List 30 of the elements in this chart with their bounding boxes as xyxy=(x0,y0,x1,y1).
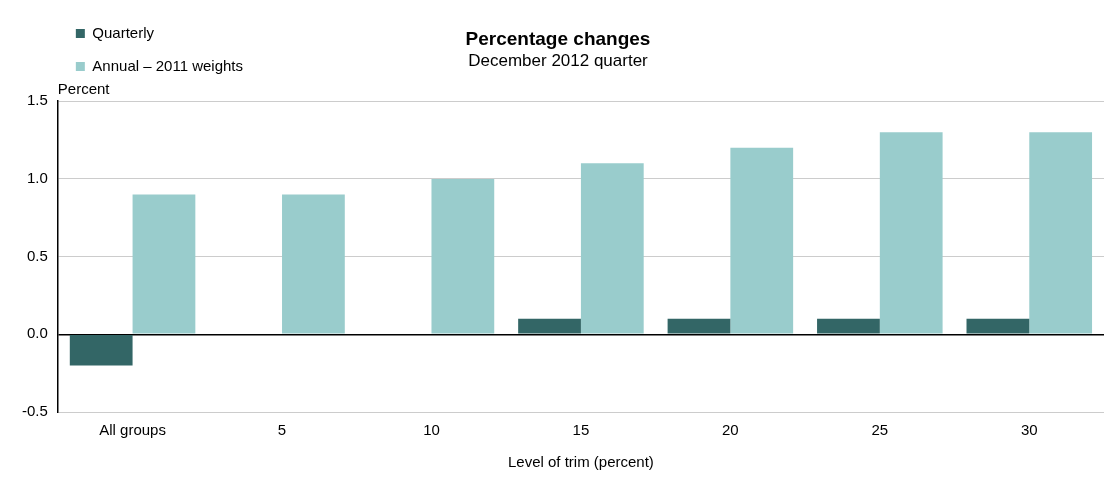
legend-label: Quarterly xyxy=(92,23,155,41)
bar xyxy=(817,318,880,334)
x-tick-label: 15 xyxy=(572,421,590,439)
bar xyxy=(518,318,581,334)
bar xyxy=(879,132,943,334)
y-tick-label: -0.5 xyxy=(21,402,48,420)
x-axis-title: Level of trim (percent) xyxy=(507,453,654,471)
x-tick-label: 30 xyxy=(1020,421,1038,439)
y-tick-label: 1.5 xyxy=(26,91,48,109)
bar xyxy=(1029,132,1093,334)
chart-subtitle: December 2012 quarter xyxy=(468,50,649,70)
x-tick-label: 20 xyxy=(722,421,739,439)
legend-label: Annual – 2011 weights xyxy=(92,56,244,74)
bar xyxy=(667,318,731,334)
bar xyxy=(431,178,495,334)
y-axis-title: Percent xyxy=(57,79,111,97)
bar xyxy=(282,194,345,334)
bar xyxy=(966,318,1030,334)
y-tick-label: 1.0 xyxy=(26,169,48,187)
x-tick-label: 25 xyxy=(871,421,889,439)
bar xyxy=(580,163,644,334)
y-tick-label: 0.5 xyxy=(26,246,48,264)
x-tick-label: All groups xyxy=(99,421,166,439)
chart-title: Percentage changes xyxy=(465,27,651,49)
x-tick-label: 10 xyxy=(423,421,440,439)
x-tick-label: 5 xyxy=(277,421,287,439)
bar xyxy=(132,194,196,334)
bar xyxy=(69,335,133,366)
bar xyxy=(730,147,794,334)
y-tick-label: 0.0 xyxy=(26,324,48,342)
